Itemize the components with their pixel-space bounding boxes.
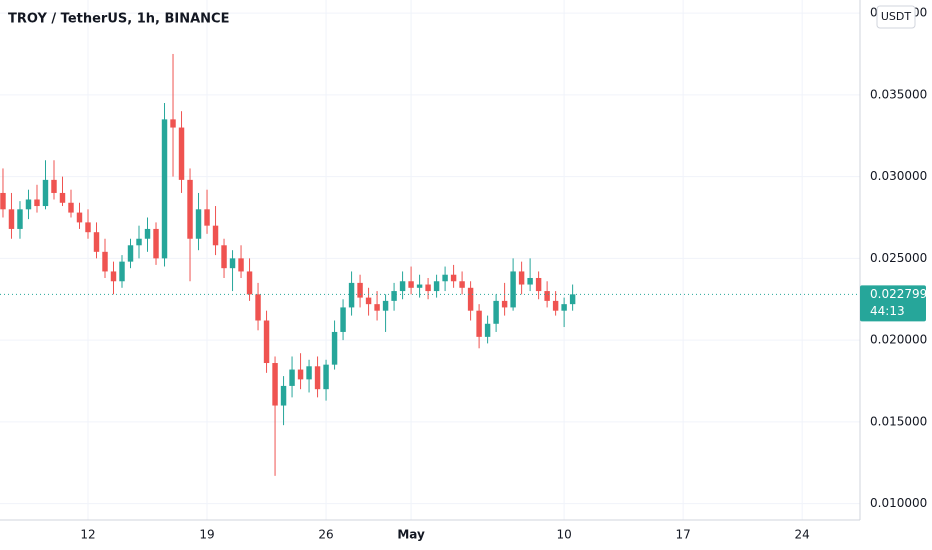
last-price-label: 0.022799: [870, 287, 927, 301]
chart-title: TROY / TetherUS, 1h, BINANCE: [8, 12, 229, 27]
currency-badge: [876, 5, 916, 29]
candle-body: [467, 287, 474, 311]
candle-body: [535, 277, 542, 292]
candle-body: [263, 320, 270, 364]
candle-body: [102, 251, 108, 272]
candle-body: [93, 232, 100, 252]
y-tick-label: 0.025000: [870, 251, 927, 265]
candle-body: [374, 304, 380, 311]
candle-body: [544, 291, 550, 301]
x-tick-label: 10: [556, 528, 571, 542]
candle-body: [399, 281, 406, 292]
y-tick-label: 0.015000: [870, 414, 927, 428]
candle-body: [306, 366, 312, 380]
candle-body: [391, 291, 397, 301]
candle-body: [0, 192, 6, 210]
candle-body: [340, 307, 346, 332]
candle-body: [518, 271, 525, 285]
candle-body: [408, 281, 414, 288]
candle-body: [442, 274, 448, 282]
candle-body: [238, 258, 244, 272]
candle-body: [569, 294, 576, 305]
candle-body: [34, 199, 40, 207]
candle-body: [357, 282, 363, 298]
candle-body: [42, 179, 49, 207]
candle-body: [510, 271, 516, 308]
candle-body: [476, 310, 482, 337]
candle-body: [8, 209, 15, 229]
candle-body: [246, 271, 253, 295]
candle-body: [229, 258, 236, 269]
candle-body: [204, 209, 210, 226]
candle-body: [110, 271, 117, 282]
y-tick-label: 0.020000: [870, 333, 927, 347]
candle-body: [272, 363, 278, 406]
candle-body: [561, 304, 567, 311]
x-tick-label: 24: [795, 528, 810, 542]
candle-body: [297, 369, 304, 380]
candle-body: [450, 274, 457, 282]
candle-body: [314, 366, 321, 390]
candle-body: [331, 331, 338, 365]
candle-body: [59, 192, 66, 203]
candle-body: [17, 209, 23, 229]
candle-body: [76, 212, 83, 223]
candle-body: [85, 222, 91, 233]
x-tick-label: May: [397, 528, 425, 542]
currency-label: USDT: [881, 10, 912, 23]
y-tick-label: 0.010000: [870, 496, 927, 510]
candle-body: [416, 284, 423, 288]
candle-body: [221, 245, 227, 269]
last-price-badge: [860, 285, 926, 322]
x-tick-label: 26: [318, 528, 333, 542]
candle-body: [459, 281, 465, 288]
x-tick-label: 19: [199, 528, 214, 542]
candle-body: [348, 282, 355, 308]
candle-body: [170, 119, 176, 128]
candle-body: [212, 225, 219, 246]
x-tick-label: 12: [80, 528, 95, 542]
candle-body: [433, 281, 440, 292]
candle-body: [51, 179, 57, 193]
candle-body: [136, 238, 142, 246]
candle-body: [484, 323, 491, 337]
candle-body: [425, 284, 431, 292]
candle-body: [527, 277, 533, 285]
candle-body: [280, 385, 287, 406]
countdown-label: 44:13: [870, 304, 905, 318]
candle-body: [127, 245, 134, 262]
candle-body: [25, 199, 32, 210]
candle-body: [501, 300, 508, 308]
candle-body: [552, 300, 559, 311]
candle-body: [144, 228, 151, 239]
candle-body: [161, 119, 168, 259]
candle-body: [289, 369, 295, 386]
y-tick-label: 0.035000: [870, 87, 927, 101]
candle-body: [178, 127, 185, 180]
candle-body: [187, 179, 193, 239]
candle-body: [493, 300, 499, 324]
candle-body: [365, 297, 372, 305]
candle-body: [255, 294, 261, 321]
y-tick-label: 0.030000: [870, 169, 927, 183]
candle-body: [68, 202, 74, 213]
candle-body: [195, 209, 202, 239]
candle-body: [153, 228, 159, 259]
candle-body: [119, 261, 125, 282]
candle-body: [382, 300, 389, 311]
candle-body: [323, 364, 329, 390]
x-tick-label: 17: [676, 528, 691, 542]
